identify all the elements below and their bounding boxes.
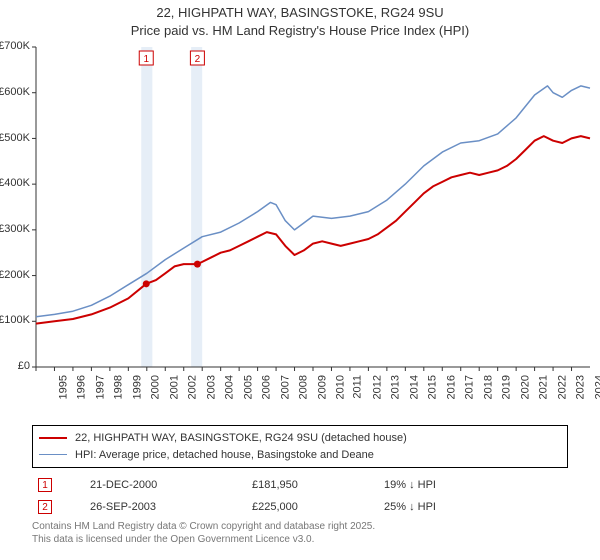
x-tick-label: 2023 — [575, 375, 587, 399]
y-tick-label: £200K — [0, 269, 30, 281]
y-tick-label: £600K — [0, 86, 30, 98]
x-tick-label: 2003 — [205, 375, 217, 399]
chart-area: 12 £0£100K£200K£300K£400K£500K£600K£700K… — [0, 41, 600, 421]
y-tick-label: £400K — [0, 177, 30, 189]
x-tick-label: 2016 — [445, 375, 457, 399]
x-tick-label: 2013 — [390, 375, 402, 399]
x-tick-label: 2005 — [242, 375, 254, 399]
x-tick-label: 1999 — [131, 375, 143, 399]
y-tick-label: £100K — [0, 314, 30, 326]
x-tick-label: 2014 — [408, 375, 420, 399]
x-tick-label: 2004 — [224, 375, 236, 399]
marker-date: 26-SEP-2003 — [84, 496, 246, 518]
svg-text:2: 2 — [195, 54, 201, 65]
x-tick-label: 2024 — [593, 375, 600, 399]
marker-price: £181,950 — [246, 474, 378, 496]
legend-item-price-paid: 22, HIGHPATH WAY, BASINGSTOKE, RG24 9SU … — [39, 430, 561, 447]
y-tick-label: £0 — [0, 360, 30, 372]
x-tick-label: 2011 — [352, 375, 364, 399]
x-tick-label: 2002 — [187, 375, 199, 399]
x-tick-label: 2007 — [279, 375, 291, 399]
marker-delta: 25% ↓ HPI — [378, 496, 568, 518]
x-tick-label: 1997 — [94, 375, 106, 399]
x-tick-label: 1998 — [113, 375, 125, 399]
down-arrow-icon: ↓ — [409, 501, 415, 513]
y-tick-label: £300K — [0, 223, 30, 235]
legend-swatch-hpi — [39, 454, 67, 455]
marker-badge-2: 2 — [38, 500, 52, 514]
x-tick-label: 2019 — [501, 375, 513, 399]
y-tick-label: £500K — [0, 132, 30, 144]
legend-label-hpi: HPI: Average price, detached house, Basi… — [75, 447, 374, 464]
x-tick-label: 2021 — [538, 375, 550, 399]
x-tick-label: 2006 — [261, 375, 273, 399]
x-tick-label: 2001 — [168, 375, 180, 399]
legend-label-price-paid: 22, HIGHPATH WAY, BASINGSTOKE, RG24 9SU … — [75, 430, 407, 447]
x-tick-label: 2017 — [464, 375, 476, 399]
marker-row: 2 26-SEP-2003 £225,000 25% ↓ HPI — [32, 496, 568, 518]
x-tick-label: 2009 — [316, 375, 328, 399]
x-tick-label: 2022 — [556, 375, 568, 399]
x-tick-label: 2020 — [519, 375, 531, 399]
marker-details-table: 1 21-DEC-2000 £181,950 19% ↓ HPI 2 26-SE… — [32, 474, 568, 518]
legend-item-hpi: HPI: Average price, detached house, Basi… — [39, 447, 561, 464]
down-arrow-icon: ↓ — [409, 479, 415, 491]
x-tick-label: 1996 — [76, 375, 88, 399]
x-tick-label: 2018 — [482, 375, 494, 399]
title-line1: 22, HIGHPATH WAY, BASINGSTOKE, RG24 9SU — [156, 5, 443, 20]
marker-date: 21-DEC-2000 — [84, 474, 246, 496]
x-tick-label: 2000 — [150, 375, 162, 399]
svg-text:1: 1 — [143, 54, 149, 65]
x-tick-label: 1995 — [57, 375, 69, 399]
x-tick-label: 2008 — [298, 375, 310, 399]
legend-swatch-price-paid — [39, 437, 67, 439]
x-tick-label: 2012 — [371, 375, 383, 399]
y-tick-label: £700K — [0, 40, 30, 52]
marker-delta: 19% ↓ HPI — [378, 474, 568, 496]
attribution: Contains HM Land Registry data © Crown c… — [32, 520, 568, 546]
attribution-line1: Contains HM Land Registry data © Crown c… — [32, 521, 375, 532]
x-tick-label: 2010 — [334, 375, 346, 399]
chart-title: 22, HIGHPATH WAY, BASINGSTOKE, RG24 9SU … — [0, 0, 600, 41]
title-line2: Price paid vs. HM Land Registry's House … — [131, 23, 469, 38]
attribution-line2: This data is licensed under the Open Gov… — [32, 534, 314, 545]
marker-price: £225,000 — [246, 496, 378, 518]
x-tick-label: 2015 — [427, 375, 439, 399]
marker-badge-1: 1 — [38, 478, 52, 492]
marker-row: 1 21-DEC-2000 £181,950 19% ↓ HPI — [32, 474, 568, 496]
legend: 22, HIGHPATH WAY, BASINGSTOKE, RG24 9SU … — [32, 425, 568, 468]
chart-svg: 12 — [0, 41, 600, 421]
